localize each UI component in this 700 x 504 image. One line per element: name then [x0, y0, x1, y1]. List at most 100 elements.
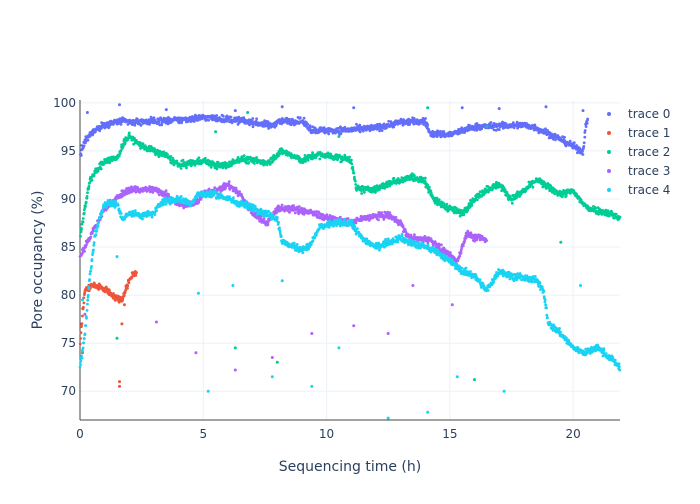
data-point — [228, 180, 231, 183]
data-point — [180, 195, 183, 198]
data-point — [251, 117, 254, 120]
data-point — [127, 281, 130, 284]
data-point — [573, 141, 576, 144]
data-point — [451, 303, 454, 306]
data-point — [180, 167, 183, 170]
data-point — [204, 157, 207, 160]
data-point — [83, 212, 86, 215]
series-1 — [79, 270, 138, 388]
data-point — [80, 331, 83, 334]
data-point — [440, 243, 443, 246]
y-tick-label: 95 — [61, 144, 76, 158]
data-point — [222, 115, 225, 118]
data-point — [87, 188, 90, 191]
y-tick-label: 90 — [61, 192, 76, 206]
data-point — [93, 241, 96, 244]
data-point — [81, 223, 84, 226]
data-point — [165, 108, 168, 111]
data-point — [269, 212, 272, 215]
x-tick-label: 15 — [442, 427, 457, 441]
data-point — [89, 236, 92, 239]
data-point — [79, 363, 82, 366]
data-point — [276, 361, 279, 364]
data-point — [126, 287, 129, 290]
data-point — [216, 168, 219, 171]
data-point — [583, 136, 586, 139]
data-point — [304, 160, 307, 163]
data-point — [253, 162, 256, 165]
data-point — [81, 322, 84, 325]
data-point — [128, 132, 131, 135]
data-point — [114, 200, 117, 203]
data-point — [124, 142, 127, 145]
y-tick-label: 75 — [61, 336, 76, 350]
data-point — [86, 309, 89, 312]
data-point — [165, 203, 168, 206]
data-point — [120, 322, 123, 325]
data-point — [79, 235, 82, 238]
data-point — [83, 144, 86, 147]
data-point — [80, 228, 83, 231]
data-point — [86, 299, 89, 302]
data-point — [411, 284, 414, 287]
data-point — [281, 204, 284, 207]
data-point — [255, 117, 258, 120]
data-point — [276, 216, 279, 219]
data-point — [352, 324, 355, 327]
data-point — [252, 125, 255, 128]
data-point — [85, 317, 88, 320]
data-point — [303, 117, 306, 120]
data-point — [232, 196, 235, 199]
data-point — [363, 191, 366, 194]
data-point — [234, 369, 237, 372]
data-point — [271, 356, 274, 359]
series-2 — [79, 106, 621, 381]
data-point — [327, 133, 330, 136]
data-point — [118, 103, 121, 106]
data-point — [354, 183, 357, 186]
data-point — [485, 239, 488, 242]
data-point — [207, 119, 210, 122]
data-point — [413, 233, 416, 236]
data-point — [151, 216, 154, 219]
data-point — [118, 380, 121, 383]
data-point — [95, 229, 98, 232]
data-point — [569, 140, 572, 143]
data-point — [91, 258, 94, 261]
data-point — [581, 150, 584, 153]
data-point — [586, 122, 589, 125]
data-point — [476, 198, 479, 201]
data-point — [82, 217, 85, 220]
data-point — [89, 273, 92, 276]
data-point — [97, 225, 100, 228]
data-point — [281, 105, 284, 108]
data-point — [318, 158, 321, 161]
data-point — [197, 201, 200, 204]
data-point — [393, 177, 396, 180]
data-point — [83, 250, 86, 253]
data-point — [388, 211, 391, 214]
data-point — [461, 106, 464, 109]
data-point — [269, 163, 272, 166]
data-point — [82, 342, 85, 345]
data-point — [504, 189, 507, 192]
data-point — [101, 211, 104, 214]
data-point — [352, 172, 355, 175]
data-point — [340, 132, 343, 135]
data-point — [426, 123, 429, 126]
data-point — [410, 234, 413, 237]
data-point — [116, 337, 119, 340]
data-point — [277, 221, 280, 224]
data-point — [182, 159, 185, 162]
data-point — [545, 105, 548, 108]
data-point — [582, 153, 585, 156]
data-point — [155, 209, 158, 212]
data-point — [84, 205, 87, 208]
data-point — [288, 211, 291, 214]
data-point — [247, 161, 250, 164]
data-point — [350, 163, 353, 166]
data-point — [154, 213, 157, 216]
data-point — [176, 160, 179, 163]
